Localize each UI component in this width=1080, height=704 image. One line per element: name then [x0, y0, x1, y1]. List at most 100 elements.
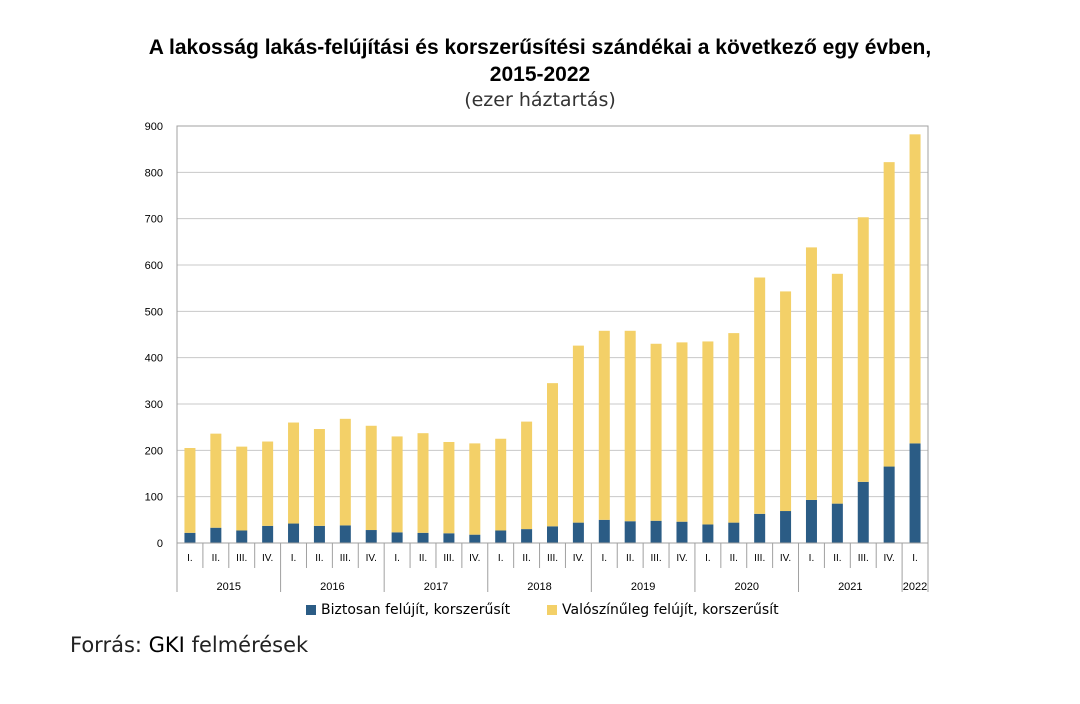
- quarter-tick-label: IV.: [676, 553, 687, 564]
- quarter-tick-label: I.: [498, 553, 504, 564]
- bar-valoszinuleg: [313, 429, 325, 526]
- bar-valoszinuleg: [883, 162, 895, 467]
- quarter-tick-label: III.: [754, 553, 765, 564]
- bar-valoszinuleg: [857, 217, 869, 482]
- y-tick-label: 0: [157, 538, 163, 550]
- quarter-tick-label: III.: [651, 553, 662, 564]
- bar-biztosan: [598, 519, 610, 543]
- bar-biztosan: [339, 525, 351, 543]
- chart-subtitle: (ezer háztartás): [464, 89, 616, 111]
- bar-valoszinuleg: [676, 342, 688, 522]
- y-tick-label: 800: [145, 167, 163, 179]
- bar-valoszinuleg: [547, 383, 558, 527]
- bar-biztosan: [831, 503, 843, 543]
- bar-biztosan: [469, 534, 481, 543]
- bar-biztosan: [417, 532, 429, 543]
- bar-valoszinuleg: [184, 448, 196, 533]
- legend-label-biztosan: Biztosan felújít, korszerűsít: [321, 602, 511, 618]
- bar-valoszinuleg: [262, 441, 274, 526]
- bar-biztosan: [365, 530, 377, 543]
- bar-biztosan: [728, 522, 740, 543]
- bar-valoszinuleg: [495, 438, 507, 531]
- bar-biztosan: [909, 443, 921, 543]
- bar-biztosan: [857, 481, 869, 543]
- quarter-tick-label: IV.: [366, 553, 377, 564]
- quarter-tick-label: IV.: [780, 553, 791, 564]
- y-tick-label: 700: [145, 214, 163, 226]
- bar-biztosan: [391, 532, 403, 543]
- year-tick-label: 2020: [734, 581, 758, 593]
- bar-biztosan: [547, 526, 558, 543]
- year-tick-label: 2015: [217, 581, 241, 593]
- quarter-tick-label: II.: [626, 553, 634, 564]
- bar-biztosan: [805, 499, 817, 543]
- bar-valoszinuleg: [417, 433, 429, 533]
- quarter-tick-label: IV.: [573, 553, 584, 564]
- bar-biztosan: [780, 511, 792, 543]
- quarter-tick-label: IV.: [883, 553, 894, 564]
- bar-valoszinuleg: [365, 425, 377, 531]
- quarter-tick-label: I.: [291, 553, 297, 564]
- bar-biztosan: [262, 525, 274, 543]
- bar-biztosan: [184, 532, 196, 543]
- quarter-tick-label: III.: [443, 553, 454, 564]
- bar-biztosan: [443, 533, 455, 543]
- y-tick-label: 900: [145, 121, 163, 133]
- y-tick-label: 200: [145, 445, 163, 457]
- bar-valoszinuleg: [780, 291, 792, 512]
- quarter-tick-label: II.: [212, 553, 220, 564]
- y-tick-label: 300: [145, 399, 163, 411]
- quarter-tick-label: III.: [858, 553, 869, 564]
- bar-biztosan: [883, 466, 895, 543]
- quarter-tick-label: I.: [602, 553, 608, 564]
- year-tick-label: 2022: [903, 581, 927, 593]
- axes: 0 100 200 300 400 500 600 700 800 900 I. II. III. IV.…: [145, 121, 929, 593]
- bar-valoszinuleg: [831, 273, 843, 504]
- bar-biztosan: [702, 524, 714, 543]
- bar-valoszinuleg: [624, 330, 636, 522]
- legend: Biztosan felújít, korszerűsít Valószínűle…: [306, 602, 779, 618]
- bar-valoszinuleg: [598, 330, 610, 520]
- chart-title: A lakosság lakás-felújítási és korszerűs…: [148, 36, 932, 59]
- bar-valoszinuleg: [702, 341, 714, 525]
- bar-valoszinuleg: [909, 134, 921, 444]
- quarter-tick-label: I.: [394, 553, 400, 564]
- source-org: GKI: [148, 633, 185, 657]
- bar-biztosan: [650, 520, 662, 543]
- year-tick-label: 2021: [838, 581, 862, 593]
- year-tick-label: 2018: [527, 581, 551, 593]
- quarter-tick-label: IV.: [469, 553, 480, 564]
- y-tick-label: 500: [145, 306, 163, 318]
- bars: [184, 134, 921, 543]
- quarter-tick-label: II.: [730, 553, 738, 564]
- bar-valoszinuleg: [288, 422, 300, 524]
- quarter-tick-label: I.: [809, 553, 815, 564]
- year-tick-label: 2017: [424, 581, 448, 593]
- bar-biztosan: [572, 522, 584, 543]
- bar-biztosan: [676, 521, 688, 543]
- quarter-tick-label: I.: [912, 553, 918, 564]
- bar-valoszinuleg: [650, 343, 662, 521]
- y-tick-label: 600: [145, 260, 163, 272]
- year-tick-label: 2016: [320, 581, 344, 593]
- quarter-tick-label: I.: [187, 553, 193, 564]
- quarter-tick-label: II.: [833, 553, 841, 564]
- bar-biztosan: [495, 530, 507, 543]
- quarter-tick-label: II.: [522, 553, 530, 564]
- bar-valoszinuleg: [391, 436, 403, 533]
- bar-biztosan: [210, 527, 222, 543]
- bar-valoszinuleg: [210, 433, 222, 528]
- source-prefix: Forrás:: [70, 633, 149, 657]
- bar-biztosan: [313, 525, 325, 543]
- bar-biztosan: [624, 521, 636, 543]
- legend-label-valoszinuleg: Valószínűleg felújít, korszerűsít: [562, 602, 779, 618]
- bar-valoszinuleg: [572, 345, 584, 523]
- year-tick-label: 2019: [631, 581, 655, 593]
- chart-title-years: 2015-2022: [489, 63, 591, 86]
- y-tick-label: 100: [145, 492, 163, 504]
- quarter-tick-label: II.: [419, 553, 427, 564]
- source-suffix: felmérések: [184, 633, 309, 657]
- bar-valoszinuleg: [728, 333, 740, 523]
- bar-biztosan: [754, 513, 766, 543]
